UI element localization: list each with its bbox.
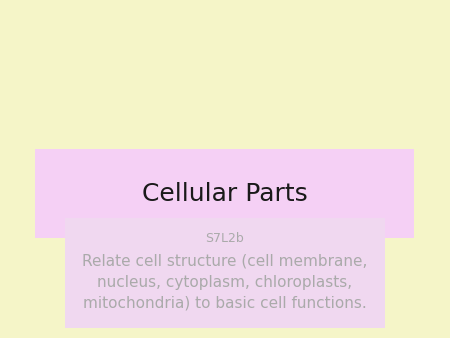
Text: S7L2b: S7L2b (206, 232, 244, 244)
FancyBboxPatch shape (35, 149, 414, 238)
Text: Relate cell structure (cell membrane,
nucleus, cytoplasm, chloroplasts,
mitochon: Relate cell structure (cell membrane, nu… (82, 254, 368, 311)
FancyBboxPatch shape (65, 218, 385, 328)
Text: Cellular Parts: Cellular Parts (142, 182, 307, 206)
